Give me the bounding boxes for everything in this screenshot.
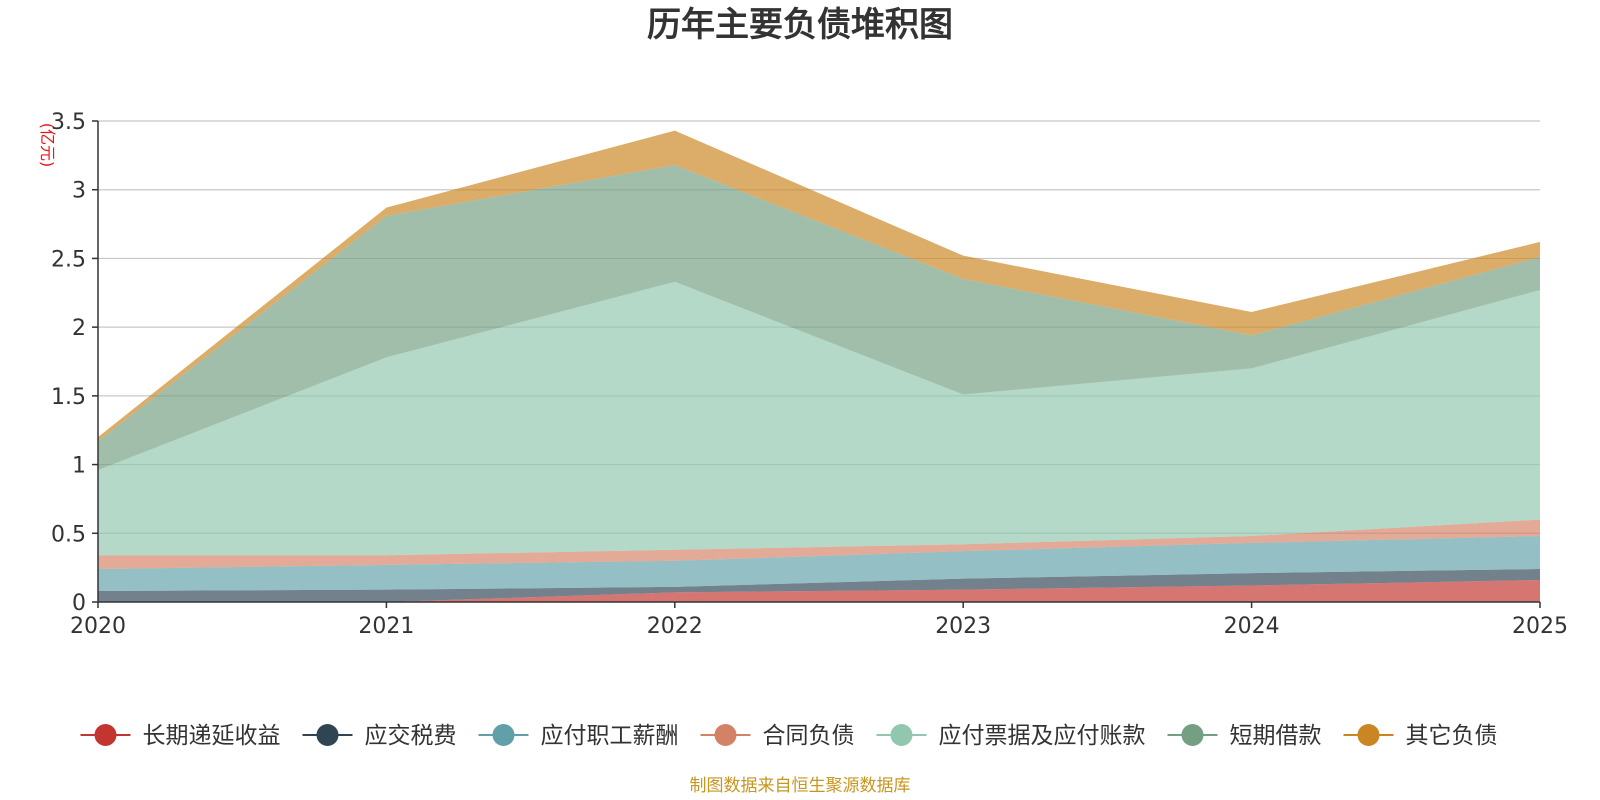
y-tick-label: 1.5 xyxy=(51,385,86,410)
chart-title: 历年主要负债堆积图 xyxy=(647,5,953,45)
legend[interactable]: 长期递延收益 应交税费 应付职工薪酬 合同负债 应付票据及应付账款 短期借款 其它负债 xyxy=(80,723,1498,749)
legend-label: 应付职工薪酬 xyxy=(541,723,679,749)
area-series-5 xyxy=(98,164,1540,471)
area-series-2 xyxy=(98,536,1540,592)
axes: 0 0.5 1 1.5 2 2.5 3 3.5 2020 2021 2022 2023 2024 2025 xyxy=(51,110,1568,639)
legend-item-6[interactable]: 其它负债 xyxy=(1343,723,1498,749)
legend-marker xyxy=(94,724,117,746)
area-series-0 xyxy=(98,580,1540,602)
area-series-4 xyxy=(98,281,1540,556)
area-series-layer xyxy=(98,130,1540,602)
legend-item-4[interactable]: 应付票据及应付账款 xyxy=(876,723,1146,749)
x-tick-label: 2025 xyxy=(1512,614,1568,639)
x-tick-label: 2023 xyxy=(935,614,991,639)
legend-item-1[interactable]: 应交税费 xyxy=(302,723,457,749)
legend-marker xyxy=(1181,724,1204,746)
legend-item-2[interactable]: 应付职工薪酬 xyxy=(478,723,679,749)
legend-label: 应交税费 xyxy=(365,723,457,749)
legend-item-5[interactable]: 短期借款 xyxy=(1167,723,1322,749)
y-tick-label: 2.5 xyxy=(51,247,86,272)
y-tick-label: 3 xyxy=(72,179,86,204)
legend-marker xyxy=(714,724,737,746)
area-series-1 xyxy=(98,569,1540,602)
y-tick-label: 2 xyxy=(72,316,86,341)
y-tick-label: 0 xyxy=(72,591,86,616)
y-tick-label: 3.5 xyxy=(51,110,86,135)
y-tick-label: 1 xyxy=(72,454,86,479)
source-note: 制图数据来自恒生聚源数据库 xyxy=(690,776,911,796)
legend-label: 合同负债 xyxy=(763,723,855,749)
legend-marker xyxy=(1357,724,1380,746)
y-axis-unit-label: (亿元) xyxy=(38,123,57,168)
legend-item-0[interactable]: 长期递延收益 xyxy=(80,723,281,749)
x-tick-label: 2020 xyxy=(70,614,126,639)
area-series-3 xyxy=(98,519,1540,570)
legend-marker xyxy=(316,724,339,746)
legend-label: 其它负债 xyxy=(1406,723,1498,749)
x-tick-label: 2022 xyxy=(647,614,703,639)
y-tick-label: 0.5 xyxy=(51,522,86,547)
legend-marker xyxy=(890,724,913,746)
legend-item-3[interactable]: 合同负债 xyxy=(700,723,855,749)
legend-marker xyxy=(492,724,515,746)
legend-label: 应付票据及应付账款 xyxy=(939,723,1146,749)
legend-label: 短期借款 xyxy=(1230,723,1322,749)
x-tick-label: 2021 xyxy=(358,614,414,639)
x-tick-label: 2024 xyxy=(1224,614,1280,639)
legend-label: 长期递延收益 xyxy=(143,723,281,749)
